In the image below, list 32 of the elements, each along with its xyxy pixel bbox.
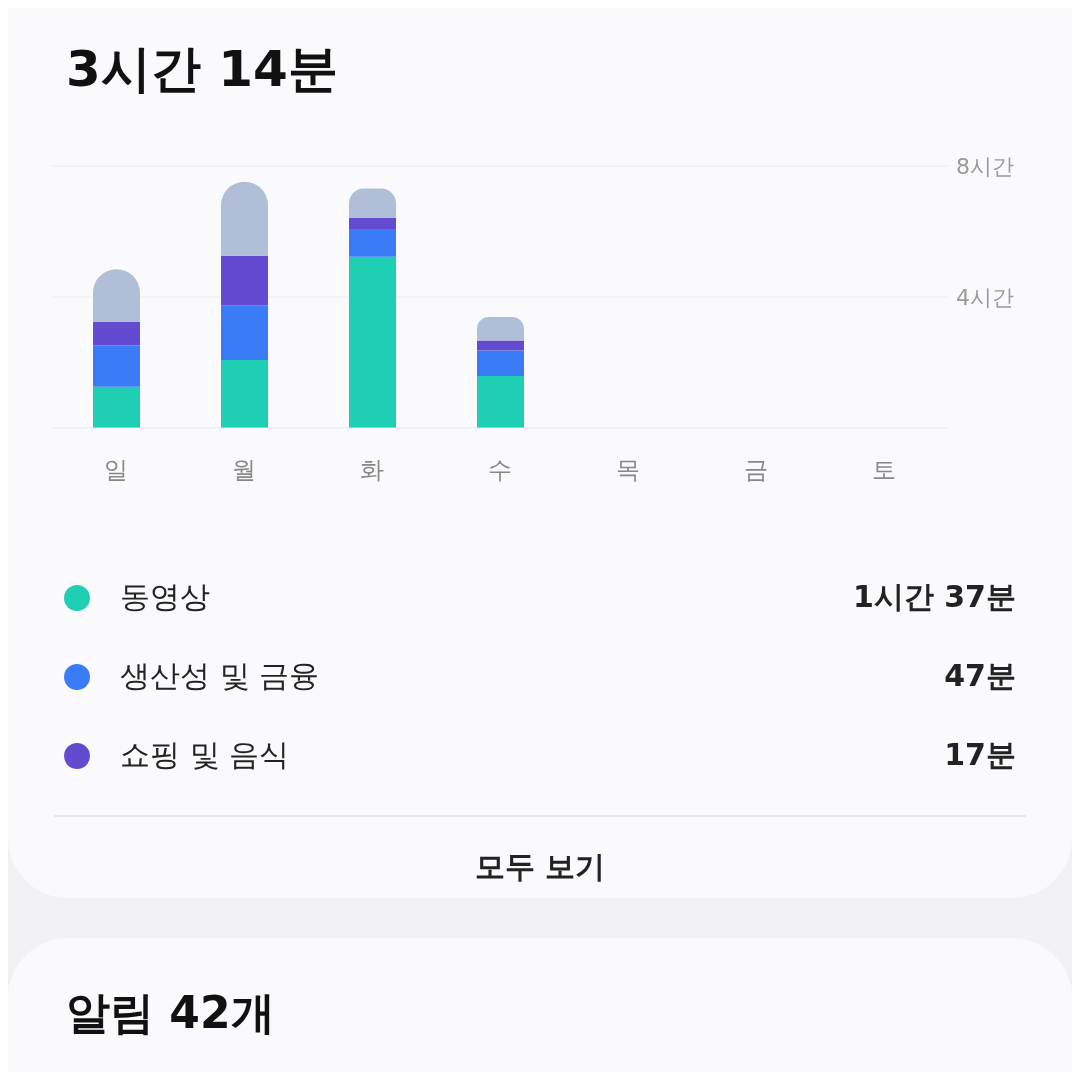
bar <box>93 386 140 428</box>
x-tick-label: 화 <box>360 456 384 485</box>
x-tick-label: 일 <box>104 456 128 485</box>
bar <box>221 181 268 256</box>
bar <box>221 305 268 360</box>
bar <box>477 375 524 428</box>
x-tick-label: 토 <box>872 456 896 485</box>
x-tick-label: 금 <box>744 456 768 485</box>
bar <box>221 255 268 306</box>
y-tick-label: 4시간 <box>956 284 1014 310</box>
legend-label: 동영상 <box>120 578 211 616</box>
text: 1시간 37분 <box>852 578 1016 616</box>
text: 17분 <box>944 736 1016 774</box>
legend-label: 생산성 및 금융 <box>120 657 321 695</box>
bar <box>477 316 524 341</box>
text: 47분 <box>944 657 1016 695</box>
bar <box>349 256 396 428</box>
chart-title: 3시간 14분 <box>65 39 339 100</box>
bar <box>93 321 140 346</box>
text: 모두 보기 <box>473 848 607 886</box>
y-tick-label: 8시간 <box>956 153 1014 179</box>
text: 알림 42개 <box>66 986 276 1040</box>
x-tick-label: 수 <box>488 456 512 485</box>
x-tick-label: 목 <box>616 456 640 485</box>
bar <box>477 350 524 376</box>
x-tick-label: 월 <box>232 456 256 485</box>
bar <box>349 228 396 257</box>
legend-label: 쇼핑 및 음식 <box>120 736 291 774</box>
bar <box>349 218 396 229</box>
bar <box>477 340 524 351</box>
bar <box>93 345 140 387</box>
bar <box>221 359 268 428</box>
